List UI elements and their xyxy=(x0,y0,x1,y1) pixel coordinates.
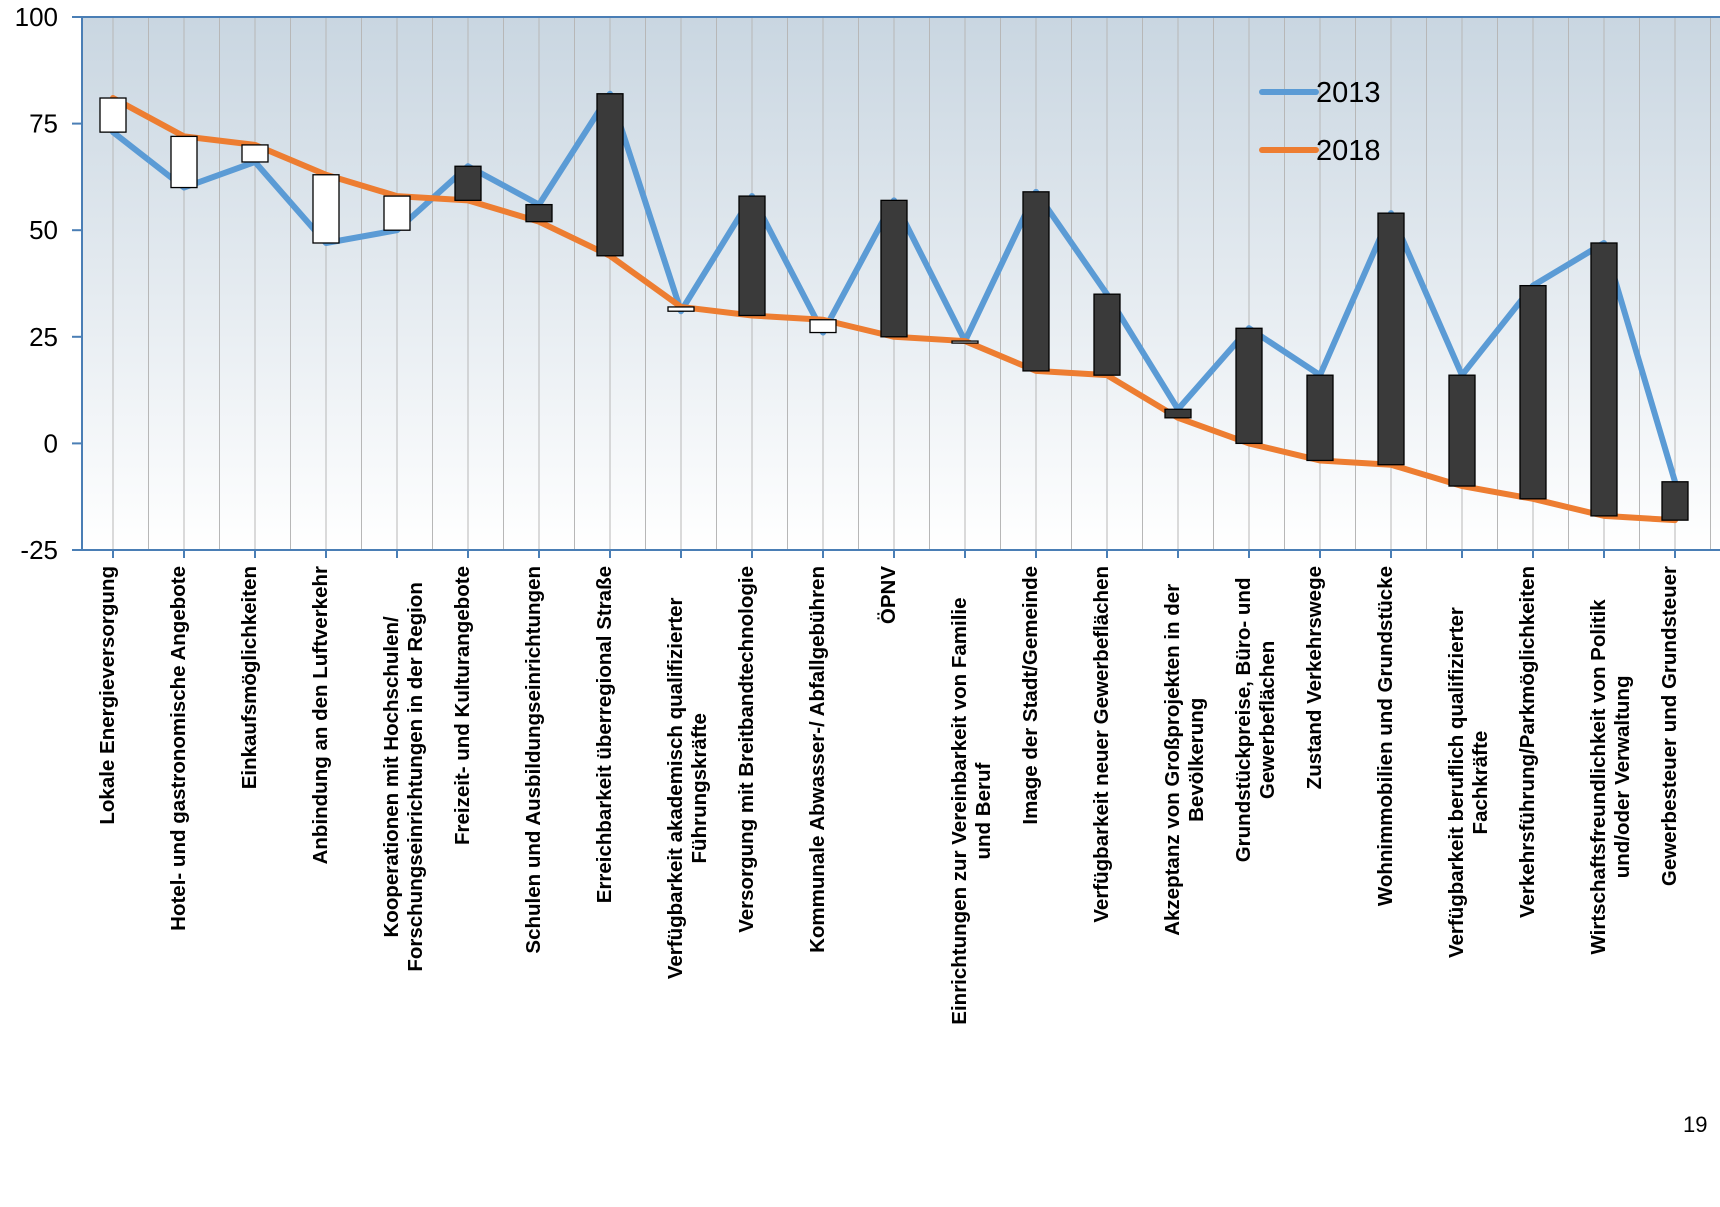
difference-bar xyxy=(1306,374,1334,462)
x-category-label-line: Verfügbarkeit akademisch qualifizierter xyxy=(664,597,687,979)
axes xyxy=(72,16,1720,558)
x-category-label: Gewerbesteuer und Grundsteuer xyxy=(1658,566,1681,886)
x-category-label-line: Kooperationen mit Hochschulen/ xyxy=(380,616,403,937)
x-category-label-line: Image der Stadt/Gemeinde xyxy=(1019,566,1042,825)
y-tick-label: 50 xyxy=(29,215,58,245)
x-category-label-line: Lokale Energieversorgung xyxy=(96,566,119,825)
x-category-label-line: Gewerbesteuer und Grundsteuer xyxy=(1658,566,1681,886)
difference-bar xyxy=(1235,327,1263,445)
x-category-label: Verfügbarkeit beruflich qualifizierterFa… xyxy=(1445,607,1492,958)
difference-bar xyxy=(667,306,695,312)
x-category-label-line: Hotel- und gastronomische Angebote xyxy=(167,566,190,931)
x-category-label-line: Schulen und Ausbildungseinrichtungen xyxy=(522,566,545,954)
difference-bar xyxy=(99,97,127,133)
difference-bar xyxy=(1661,481,1689,521)
difference-bar xyxy=(1448,374,1476,487)
x-category-label-line: Anbindung an den Luftverkehr xyxy=(309,566,332,864)
x-category-label-line: ÖPNV xyxy=(877,566,900,624)
x-category-label-line: Akzeptanz von Großprojekten in der xyxy=(1161,584,1184,936)
x-category-label: Kommunale Abwasser-/ Abfallgebühren xyxy=(806,566,829,953)
difference-bar xyxy=(1164,408,1192,419)
x-category-labels: Lokale Energieversorgung Hotel- und gastr… xyxy=(96,566,1681,1025)
difference-bar xyxy=(738,195,766,317)
x-category-label-line: Grundstückpreise, Büro- und xyxy=(1232,578,1255,863)
difference-bar xyxy=(525,203,553,223)
x-category-label: Akzeptanz von Großprojekten in derBevölk… xyxy=(1161,584,1208,936)
x-category-label-line: Einrichtungen zur Vereinbarkeit von Fami… xyxy=(948,598,971,1025)
x-category-label-line: Einkaufsmöglichkeiten xyxy=(238,566,261,789)
x-category-label-line: Forschungseinrichtungen in der Region xyxy=(404,582,427,972)
difference-bar xyxy=(383,195,411,231)
x-category-label-line: Wirtschaftsfreundlichkeit von Politik xyxy=(1587,599,1610,955)
x-category-label: Kooperationen mit Hochschulen/Forschungs… xyxy=(380,582,427,972)
x-category-label: Versorgung mit Breitbandtechnologie xyxy=(735,566,758,933)
difference-bar xyxy=(809,319,837,334)
difference-bar xyxy=(1093,293,1121,376)
x-category-label: Wohnimmobilien und Grundstücke xyxy=(1374,566,1397,906)
x-category-label-line: Erreichbarkeit überregional Straße xyxy=(593,566,616,903)
x-category-label-line: und/oder Verwaltung xyxy=(1611,676,1634,879)
x-category-label: Freizeit- und Kulturangebote xyxy=(451,566,474,845)
y-tick-label: 100 xyxy=(15,2,58,32)
y-tick-label: 75 xyxy=(29,109,58,139)
difference-bar xyxy=(951,340,979,344)
y-tick-labels: 100 75 50 25 0 -25 xyxy=(15,2,58,565)
x-category-label: Verkehrsführung/Parkmöglichkeiten xyxy=(1516,566,1539,918)
x-category-label-line: Versorgung mit Breitbandtechnologie xyxy=(735,566,758,933)
x-category-label-line: Gewerbeflächen xyxy=(1256,641,1279,799)
x-category-label: Einrichtungen zur Vereinbarkeit von Fami… xyxy=(948,598,995,1025)
x-category-label-line: Bevölkerung xyxy=(1185,698,1208,822)
x-category-label-line: Wohnimmobilien und Grundstücke xyxy=(1374,566,1397,906)
x-category-label-line: Verfügbarkeit beruflich qualifizierter xyxy=(1445,607,1468,958)
x-category-label: Image der Stadt/Gemeinde xyxy=(1019,566,1042,825)
difference-bar xyxy=(1519,284,1547,500)
x-category-label: Wirtschaftsfreundlichkeit von Politikund… xyxy=(1587,599,1634,955)
difference-bars xyxy=(99,93,1689,521)
x-category-label-line: Verfügbarkeit neuer Gewerbeflächen xyxy=(1090,566,1113,923)
difference-bar xyxy=(241,144,269,163)
x-category-label: Zustand Verkehrswege xyxy=(1303,566,1326,789)
x-category-label: ÖPNV xyxy=(877,566,900,624)
difference-bar xyxy=(1590,242,1618,517)
x-category-label: Erreichbarkeit überregional Straße xyxy=(593,566,616,903)
legend-label-2013: 2013 xyxy=(1316,77,1381,109)
y-tick-label: 25 xyxy=(29,322,58,352)
difference-bar xyxy=(454,165,482,202)
x-category-label: Verfügbarkeit neuer Gewerbeflächen xyxy=(1090,566,1113,923)
x-category-label-line: Fachkräfte xyxy=(1469,731,1492,835)
x-category-label: Schulen und Ausbildungseinrichtungen xyxy=(522,566,545,954)
x-category-label: Einkaufsmöglichkeiten xyxy=(238,566,261,789)
difference-bar xyxy=(880,199,908,338)
x-category-label: Anbindung an den Luftverkehr xyxy=(309,566,332,864)
difference-bar xyxy=(1377,212,1405,466)
x-category-label: Hotel- und gastronomische Angebote xyxy=(167,566,190,931)
x-category-label: Lokale Energieversorgung xyxy=(96,566,119,825)
difference-bar xyxy=(170,135,198,189)
difference-bar xyxy=(1022,191,1050,372)
difference-bar xyxy=(312,174,340,244)
x-category-label: Grundstückpreise, Büro- undGewerbefläche… xyxy=(1232,578,1279,863)
y-tick-label: -25 xyxy=(20,535,58,565)
difference-bar xyxy=(596,93,624,257)
page-number: 19 xyxy=(1683,1112,1708,1137)
x-category-label-line: Führungskräfte xyxy=(688,713,711,863)
legend-label-2018: 2018 xyxy=(1316,135,1381,167)
x-category-label-line: Freizeit- und Kulturangebote xyxy=(451,566,474,845)
x-category-label-line: Zustand Verkehrswege xyxy=(1303,566,1326,789)
x-category-label-line: und Beruf xyxy=(972,763,995,860)
x-category-label-line: Kommunale Abwasser-/ Abfallgebühren xyxy=(806,566,829,953)
legend: 2013 2018 xyxy=(1259,77,1381,167)
y-tick-label: 0 xyxy=(44,428,58,458)
x-category-label-line: Verkehrsführung/Parkmöglichkeiten xyxy=(1516,566,1539,918)
x-category-label: Verfügbarkeit akademisch qualifizierterF… xyxy=(664,597,711,979)
